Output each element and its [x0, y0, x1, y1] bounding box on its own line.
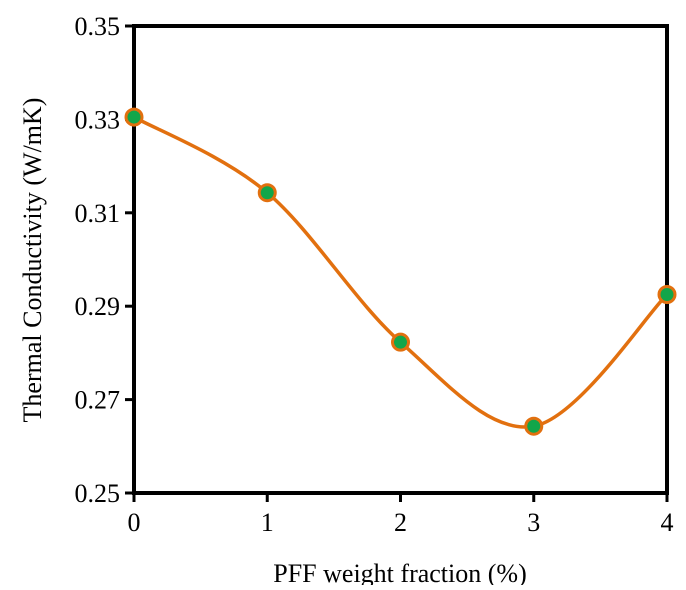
data-markers	[124, 107, 677, 436]
x-tick-label: 1	[261, 508, 274, 537]
plot-frame	[132, 24, 669, 495]
data-point	[257, 183, 277, 203]
y-tick-label: 0.25	[75, 479, 121, 508]
y-axis-title: Thermal Conductivity (W/mK)	[18, 98, 47, 423]
x-tick-label: 4	[661, 508, 674, 537]
y-tick-label: 0.35	[75, 12, 121, 41]
x-tick-label: 2	[394, 508, 407, 537]
x-axis-ticks: 0 1 2 3 4	[128, 493, 674, 537]
y-axis-ticks: 0.25 0.27 0.29 0.31 0.33 0.35	[75, 12, 134, 508]
data-point	[524, 416, 544, 436]
data-point	[124, 107, 144, 127]
data-point	[391, 332, 410, 352]
series-line	[133, 115, 669, 429]
y-tick-label: 0.27	[75, 386, 121, 415]
x-tick-label: 0	[128, 508, 141, 537]
y-tick-label: 0.29	[75, 292, 121, 321]
y-tick-label: 0.33	[75, 105, 121, 134]
data-point	[657, 285, 677, 305]
x-axis-title: PFF weight fraction (%)	[273, 559, 526, 585]
y-tick-label: 0.31	[75, 199, 121, 228]
x-tick-label: 3	[527, 508, 540, 537]
